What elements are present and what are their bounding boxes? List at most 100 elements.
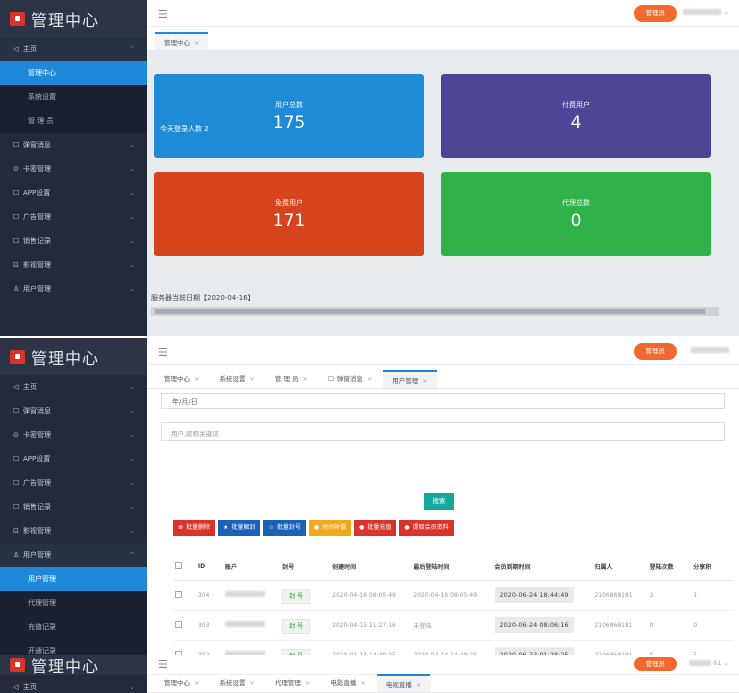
table-row[interactable]: 302 封 号 2020-04-14 14:49:25 2020-04-14 14:4… [173,640,733,655]
tab[interactable]: 管 理 员 × [266,370,317,388]
sidebar-item[interactable]: ☐ 销售记录 ⌄ [0,495,147,519]
sidebar-item[interactable]: 用户管理 [0,567,147,591]
close-icon[interactable]: × [194,679,200,687]
username-partial: 61 [713,659,722,667]
admin-button[interactable]: 管理员 [633,343,677,360]
ban-button[interactable]: 封 号 [282,618,311,634]
sidebar-item[interactable]: ☐ 弹窗消息 ⌄ [0,399,147,423]
bulk-action-button[interactable]: ★ 批量解封 [218,520,261,536]
menu-toggle-icon[interactable]: ☰ [158,346,168,359]
chevron-down-icon: ⌄ [129,431,135,439]
bulk-action-button[interactable]: ● 时间补偿 [308,520,352,536]
close-icon[interactable]: × [302,375,308,383]
tab[interactable]: 电影直播 × [321,674,374,692]
sidebar-item[interactable]: ☐ APP设置 ⌄ [0,181,147,205]
live-tv-screen: 管理中心 ◁ 主页 ⌄ ☰ 管理员 61 ⌄ 管理中心 × 系统设置 × 代理管理 × 电影直播… [0,655,739,693]
sidebar-item-label: 销售记录 [23,503,51,511]
horizontal-scrollbar[interactable] [151,307,719,316]
sidebar-item[interactable]: ☐ 广告管理 ⌄ [0,205,147,229]
chevron-down-icon: ⌄ [129,503,135,511]
table-row[interactable]: 303 封 号 2020-04-15 21:27:16 未登陆 2020-06-24 0… [173,610,733,641]
sidebar-item-label: 代理管理 [28,599,56,607]
tab[interactable]: 系统设置 × [210,370,263,388]
bulk-action-button[interactable]: ● 批量充值 [354,520,397,536]
bulk-action-button[interactable]: ⊗ 批量删除 [173,520,216,536]
user-menu[interactable]: ⌄ [683,8,729,16]
sidebar-item[interactable]: ♙ 用户管理 ⌄ [0,277,147,301]
sidebar-item[interactable]: ☐ 销售记录 ⌄ [0,229,147,253]
tab[interactable]: 管理中心 × [155,674,208,692]
user-menu[interactable]: 61 ⌄ [689,659,729,667]
tab[interactable]: 管理中心 × [155,32,209,50]
owner-cell: 2106868181 [592,610,648,641]
menu-toggle-icon[interactable]: ☰ [158,658,168,671]
sidebar-item[interactable]: 开通记录 [0,639,147,655]
menu-toggle-icon[interactable]: ☰ [158,8,168,21]
search-button[interactable]: 搜索 [424,493,454,510]
ban-button[interactable]: 封 号 [282,588,311,604]
close-icon[interactable]: × [360,679,366,687]
sidebar-item[interactable]: ♙ 用户管理 ⌃ [0,543,147,567]
row-checkbox[interactable] [173,610,196,641]
admin-button[interactable]: 管理员 [633,5,677,22]
sidebar-item-label: 用户管理 [23,285,51,293]
last-login: 2020-04-14 14:49:25 [413,651,478,656]
close-icon[interactable]: × [194,39,200,47]
row-checkbox[interactable] [173,580,196,611]
tab[interactable]: ☐ 弹窗消息 × [319,370,381,388]
sidebar-item[interactable]: ◁ 主页 ⌃ [0,37,147,61]
sidebar-item[interactable]: ⊙ 卡密管理 ⌄ [0,157,147,181]
row-checkbox[interactable] [173,640,196,655]
tab[interactable]: 电视直播 × [376,674,431,692]
sidebar-item[interactable]: ◁ 主页 ⌄ [0,675,147,693]
sidebar-item[interactable]: 管理中心 [0,61,147,85]
bulk-action-button[interactable]: ☆ 批量封号 [263,520,306,536]
column-header: 会员到期时间 [492,554,593,581]
user-menu[interactable] [691,346,729,354]
close-icon[interactable]: × [249,679,255,687]
sidebar: 管理中心 ◁ 主页 ⌃ 管理中心 系统设置管 理 员 ☐ 弹窗消息 ⌄ ⊙ 卡密管理 ⌄ ☐ APP设置… [0,0,147,336]
ban-button[interactable]: 封 号 [282,648,311,655]
tab-label: 用户管理 [392,377,419,385]
scrollbar-thumb[interactable] [155,309,705,314]
account-redacted [224,621,265,627]
sidebar-item[interactable]: ☐ 弹窗消息 ⌄ [0,133,147,157]
close-icon[interactable]: × [194,375,200,383]
tab[interactable]: 代理管理 × [266,674,319,692]
today-login-count: 今天登录人数 2 [160,125,209,133]
close-icon[interactable]: × [366,375,373,383]
sidebar-item[interactable]: 代理管理 [0,591,147,615]
sidebar-item[interactable]: 系统设置 [0,85,147,109]
member-expiry: 2020-06-23 01:28:25 [494,647,574,655]
action-icon: ● [404,524,410,531]
admin-button[interactable]: 管理员 [633,657,677,671]
nav-icon: ☐ [13,237,20,245]
sidebar-item[interactable]: 管 理 员 [0,109,147,133]
sidebar-item[interactable]: ◁ 主页 ⌄ [0,375,147,399]
sidebar-item[interactable]: ⊙ 卡密管理 ⌄ [0,423,147,447]
close-icon[interactable]: × [422,377,428,385]
column-header: 登陆次数 [647,554,692,581]
tab[interactable]: 系统设置 × [210,674,263,692]
sidebar-item[interactable]: ⊡ 影视管理 ⌄ [0,253,147,277]
tab[interactable]: 管理中心 × [155,370,208,388]
sidebar-item[interactable]: ⊡ 影视管理 ⌄ [0,519,147,543]
created-time: 2020-04-16 08:05:49 [332,591,396,599]
sidebar-item[interactable]: ☐ APP设置 ⌄ [0,447,147,471]
sidebar-item[interactable]: 充值记录 [0,615,147,639]
date-input[interactable]: 年/月/日 [161,393,725,409]
sidebar-item[interactable]: ☐ 广告管理 ⌄ [0,471,147,495]
user-id: 304 [197,591,210,599]
close-icon[interactable]: × [304,679,311,687]
table-row[interactable]: 304 封 号 2020-04-16 08:05:49 2020-04-16 08:0… [173,580,733,611]
tab[interactable]: 用户管理 × [383,370,437,388]
sidebar-item-label: 广告管理 [23,479,51,487]
bulk-action-button[interactable]: ● 提取会员资料 [399,520,454,536]
sidebar-item-label: APP设置 [23,189,51,197]
select-all-checkbox[interactable] [173,554,196,581]
close-icon[interactable]: × [249,375,255,383]
search-input[interactable]: 用户,昵称关键词 [161,422,725,441]
owner-cell: 2106868181 [592,640,648,655]
close-icon[interactable]: × [415,681,422,689]
card-label: 代理总数 [562,199,590,207]
